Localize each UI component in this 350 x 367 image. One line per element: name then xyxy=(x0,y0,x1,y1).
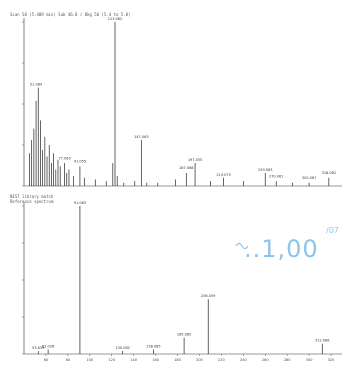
x-tick-label: 240 xyxy=(240,358,247,362)
bottom-panel-header-2: Reference spectrum xyxy=(10,199,54,204)
x-tick-label: 200 xyxy=(196,358,203,362)
peak-label: 270.061 xyxy=(269,174,283,178)
peak-label: 259.083 xyxy=(258,168,272,172)
peak-label: 62.026 xyxy=(42,345,54,349)
x-tick-label: 300 xyxy=(306,358,313,362)
peak-label: 158.085 xyxy=(146,345,160,349)
watermark-superscript: /07 xyxy=(326,226,339,235)
peak-label: 206.059 xyxy=(201,294,215,298)
x-tick-label: 120 xyxy=(108,358,115,362)
peak-label: 187.068 xyxy=(179,166,193,170)
x-tick-label: 160 xyxy=(152,358,159,362)
peak-label: 197.055 xyxy=(188,158,202,162)
peak-label: 300.067 xyxy=(302,176,316,180)
peak-label: 130.082 xyxy=(115,346,129,350)
peak-label: 318.062 xyxy=(322,171,336,175)
x-tick-label: 320 xyxy=(328,358,335,362)
x-tick-label: 140 xyxy=(130,358,137,362)
watermark-squiggle xyxy=(235,242,249,250)
x-tick-label: 280 xyxy=(284,358,291,362)
peak-label: 77.063 xyxy=(58,156,70,160)
watermark-text: ..1,00 xyxy=(244,235,319,263)
top-panel-header: Scan 50 (5.409 min) Sub 46.8 / Bkg 56 (5… xyxy=(10,12,131,17)
peak-label: 219.075 xyxy=(216,173,230,177)
x-tick-label: 100 xyxy=(86,358,93,362)
x-tick-label: 260 xyxy=(262,358,269,362)
x-tick-label: 60 xyxy=(44,358,48,362)
peak-label: 91.063 xyxy=(74,201,86,205)
peak-label: 91.055 xyxy=(74,160,86,164)
bottom-panel-header-1: NIST library match xyxy=(10,194,54,199)
peak-label: 51.089 xyxy=(30,83,42,87)
peak-label: 185.085 xyxy=(177,333,191,337)
peak-label: 147.063 xyxy=(134,135,148,139)
x-tick-label: 220 xyxy=(218,358,225,362)
x-tick-label: 80 xyxy=(66,358,70,362)
peak-label: 312.066 xyxy=(315,339,329,343)
x-tick-label: 180 xyxy=(174,358,181,362)
peak-label: 123.062 xyxy=(108,17,122,21)
peak-label: 53.039 xyxy=(32,346,44,350)
